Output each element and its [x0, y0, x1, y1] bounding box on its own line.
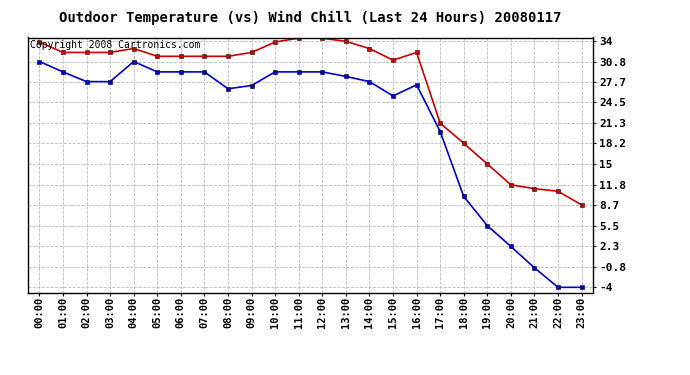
Text: Outdoor Temperature (vs) Wind Chill (Last 24 Hours) 20080117: Outdoor Temperature (vs) Wind Chill (Las…	[59, 11, 562, 26]
Text: Copyright 2008 Cartronics.com: Copyright 2008 Cartronics.com	[30, 40, 201, 50]
